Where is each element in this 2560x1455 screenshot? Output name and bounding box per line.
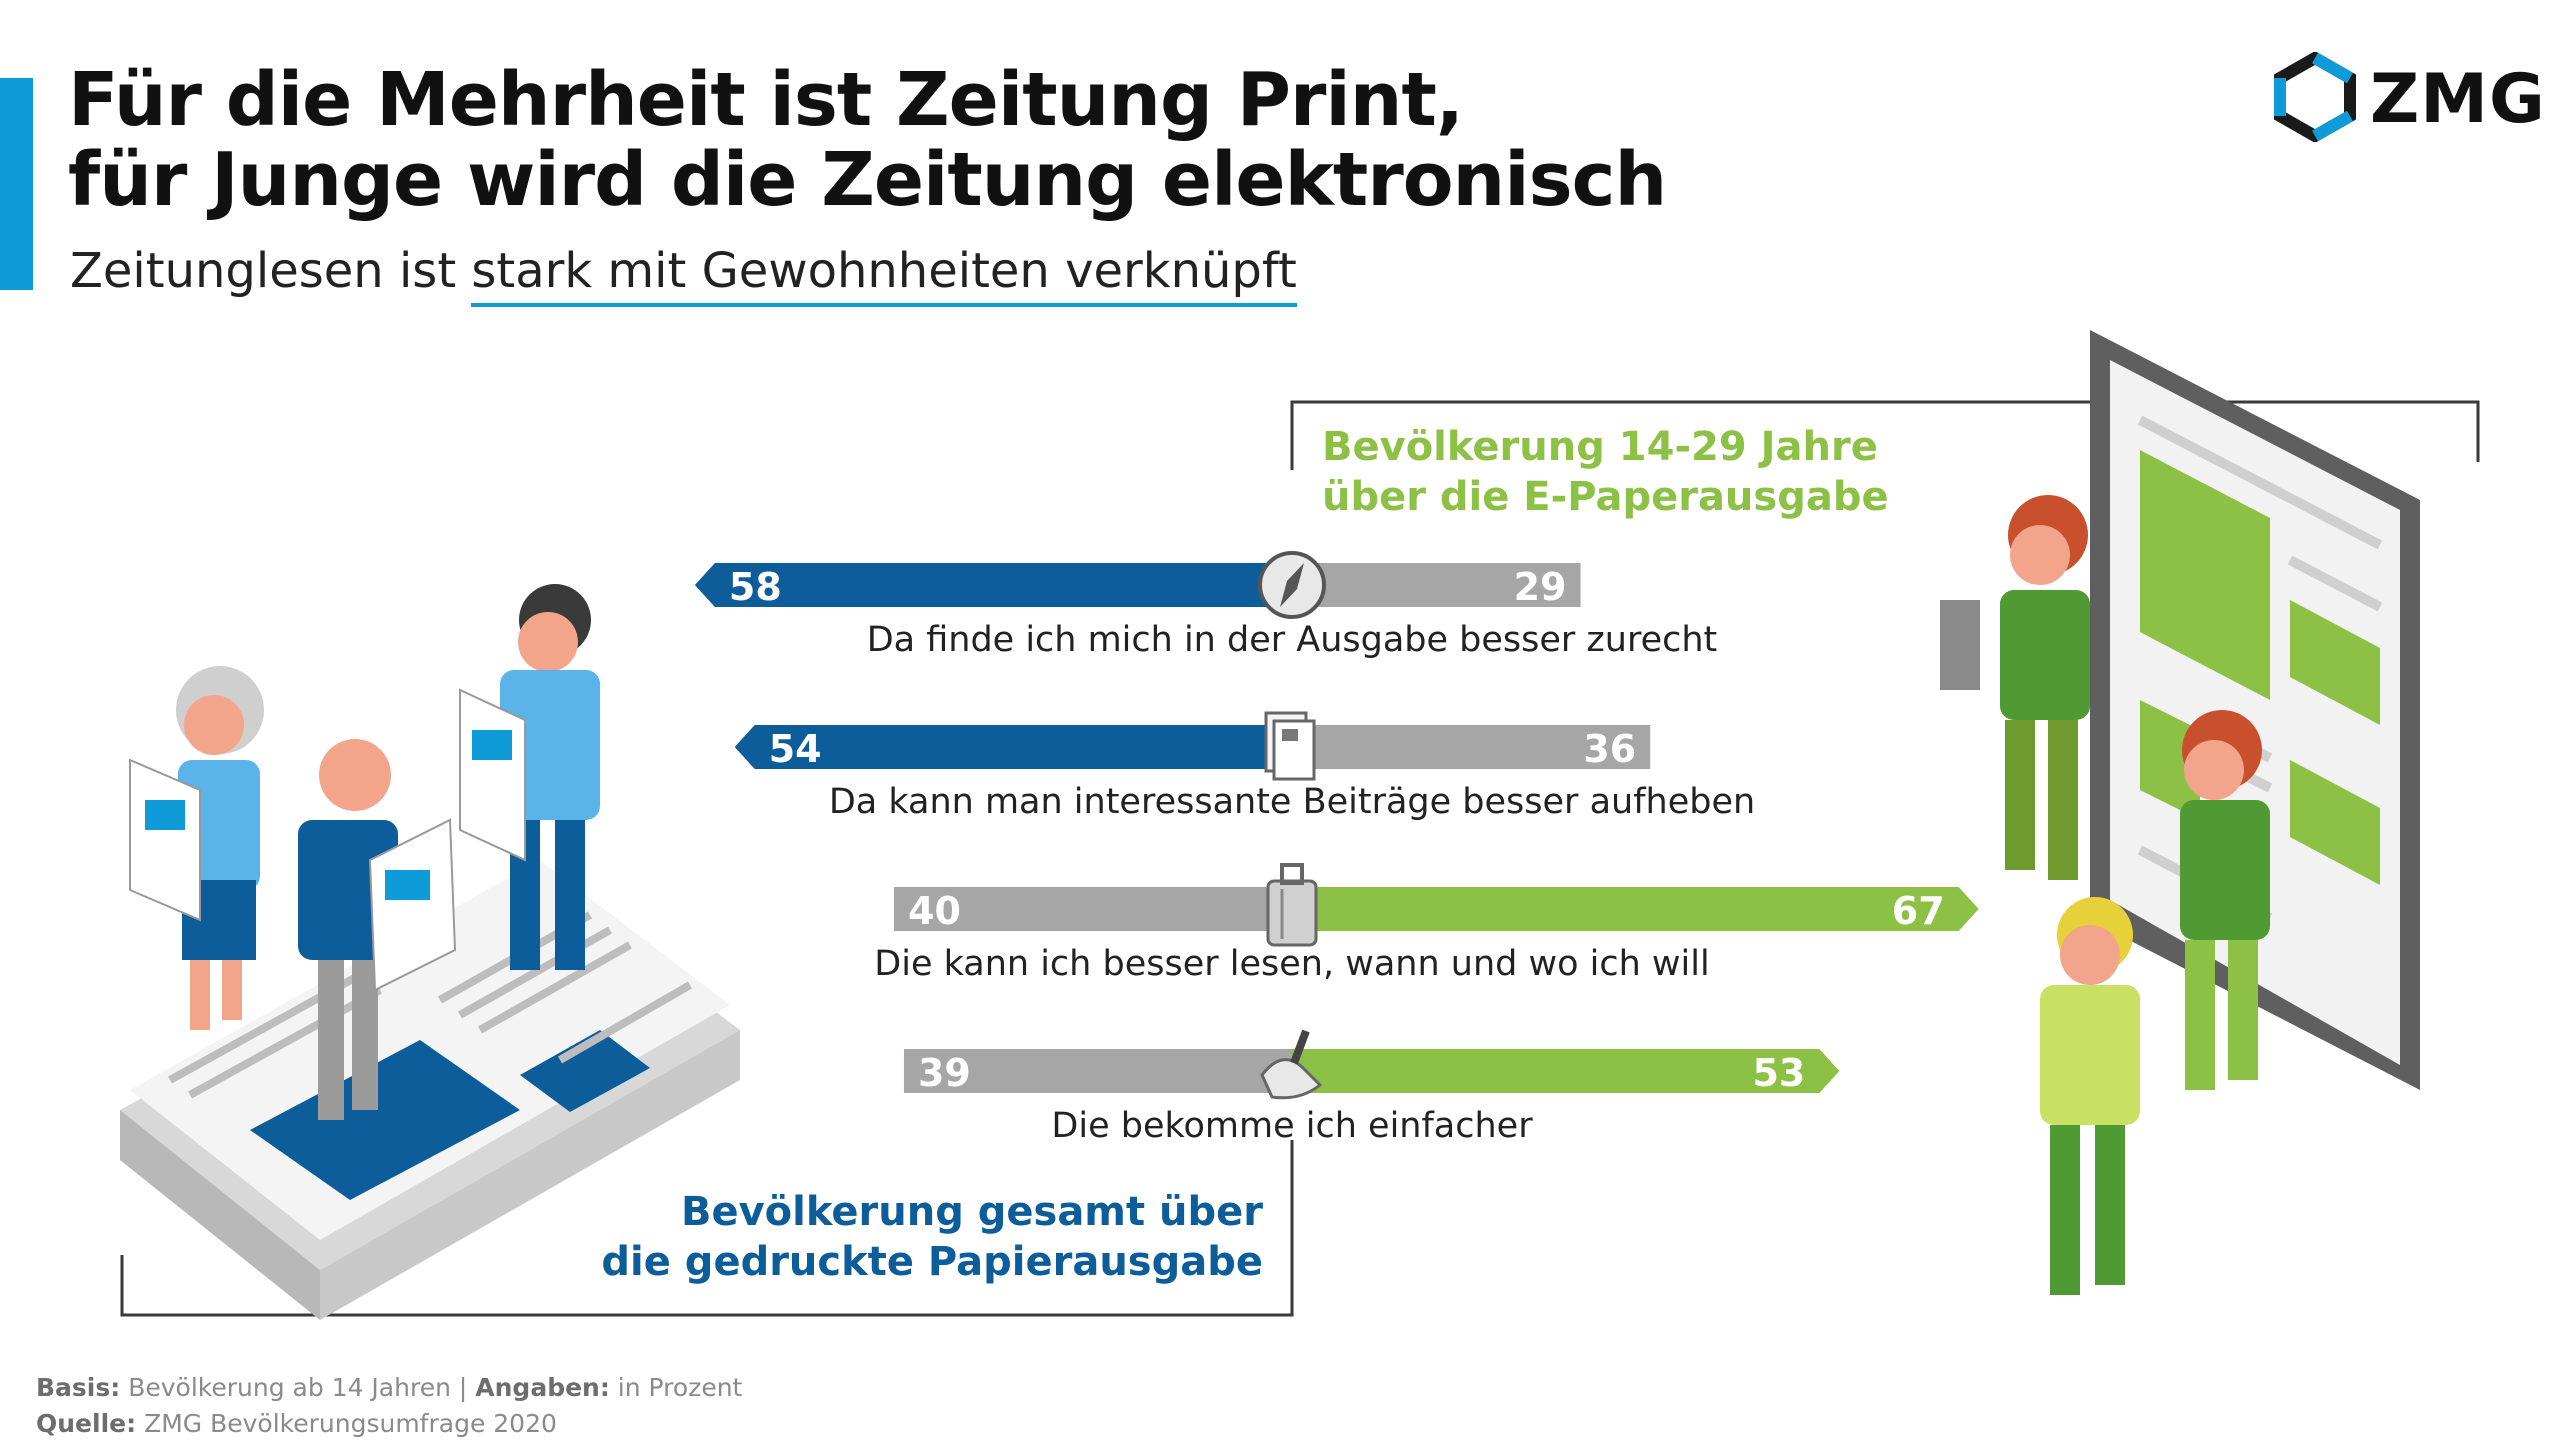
epaper-bracket	[1290, 400, 2480, 470]
quelle-value: ZMG Bevölkerungsumfrage 2020	[144, 1409, 557, 1438]
bar-print-2	[734, 725, 1292, 769]
newspaper-stack-icon	[1264, 711, 1316, 781]
luggage-icon	[1266, 863, 1318, 947]
footnote-separator: |	[458, 1373, 468, 1402]
print-readers-illustration	[120, 584, 740, 1320]
subtitle-part-1: Zeitunglesen ist	[70, 243, 472, 299]
legend-epaper-line-1: Bevölkerung 14-29 Jahre	[1322, 424, 1878, 470]
value-print-1: 58	[729, 565, 782, 609]
zmg-logo-text: ZMG	[2370, 60, 2546, 139]
category-label-3: Die kann ich besser lesen, wann und wo i…	[874, 944, 1709, 984]
zmg-logo: ZMG	[2270, 51, 2545, 143]
print-bracket	[120, 1140, 1294, 1317]
page-subtitle: Zeitunglesen ist stark mit Gewohnheiten …	[70, 243, 1297, 307]
legend-print-line-2: die gedruckte Papierausgabe	[601, 1239, 1263, 1285]
bar-rows: 58 29 Da finde ich mich in der Ausgabe bes…	[694, 551, 1979, 1146]
footnote: Basis: Bevölkerung ab 14 Jahren | Angabe…	[36, 1370, 742, 1442]
bar-epaper-4	[1292, 1049, 1840, 1093]
category-label-4: Die bekomme ich einfacher	[1051, 1106, 1533, 1146]
bar-print-4	[903, 1049, 1292, 1093]
category-label-1: Da finde ich mich in der Ausgabe besser …	[867, 620, 1718, 660]
basis-value: Bevölkerung ab 14 Jahren	[128, 1373, 451, 1402]
value-print-2: 54	[769, 727, 822, 771]
bar-epaper-2	[1292, 725, 1651, 769]
footnote-source-line: Quelle: ZMG Bevölkerungsumfrage 2020	[36, 1406, 742, 1442]
bar-print-1	[694, 563, 1292, 607]
angaben-label: Angaben:	[475, 1373, 610, 1402]
value-epaper-1: 29	[1514, 565, 1567, 609]
angaben-value: in Prozent	[617, 1373, 743, 1402]
hand-icon	[1260, 1029, 1323, 1100]
legend-print-line-1: Bevölkerung gesamt über	[681, 1189, 1263, 1235]
zmg-logo-icon	[2274, 51, 2356, 143]
basis-label: Basis:	[36, 1373, 121, 1402]
legend-epaper-line-2: über die E-Paperausgabe	[1322, 474, 1889, 520]
value-epaper-4: 53	[1752, 1051, 1805, 1095]
bar-epaper-1	[1292, 563, 1581, 607]
accent-bar	[0, 78, 33, 290]
bar-epaper-3	[1292, 887, 1979, 931]
page-title: Für die Mehrheit ist Zeitung Print, für …	[68, 57, 1667, 223]
epaper-readers-illustration	[1940, 330, 2420, 1295]
bar-print-3	[894, 887, 1292, 931]
compass-icon	[1258, 551, 1326, 619]
value-epaper-3: 67	[1892, 889, 1945, 933]
title-line-2: für Junge wird die Zeitung elektronisch	[68, 137, 1667, 223]
category-label-2: Da kann man interessante Beiträge besser…	[829, 782, 1755, 822]
value-print-3: 40	[908, 889, 961, 933]
title-line-1: Für die Mehrheit ist Zeitung Print,	[68, 57, 1464, 143]
footnote-basis-line: Basis: Bevölkerung ab 14 Jahren | Angabe…	[36, 1370, 742, 1406]
quelle-label: Quelle:	[36, 1409, 137, 1438]
value-print-4: 39	[918, 1051, 971, 1095]
subtitle-part-2: stark mit Gewohnheiten verknüpft	[471, 243, 1297, 307]
value-epaper-2: 36	[1583, 727, 1636, 771]
